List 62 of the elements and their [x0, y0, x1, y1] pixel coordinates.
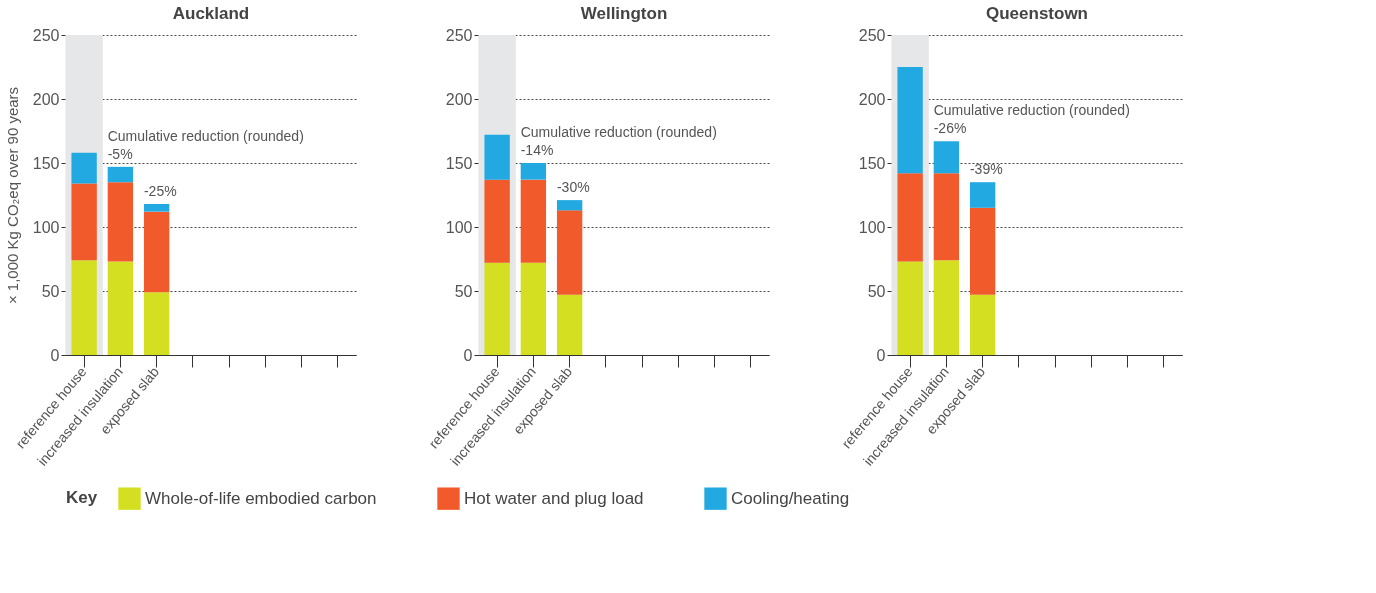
y-tick-label: 200: [858, 90, 886, 108]
annotation: Cumulative reduction (rounded): [107, 127, 304, 144]
y-tick-label: 50: [41, 282, 60, 300]
bar: [143, 292, 170, 355]
y-tick-label: 250: [32, 26, 60, 44]
y-tick-label: 250: [858, 26, 886, 44]
legend-label: Cooling/heating: [731, 488, 850, 508]
y-tick-label: 0: [50, 346, 60, 364]
chart-title: Wellington: [580, 4, 668, 23]
bar: [107, 182, 134, 262]
chart-title: Queenstown: [985, 4, 1089, 23]
bar: [484, 179, 510, 263]
y-tick-label: 250: [445, 26, 473, 44]
y-tick-label: 100: [445, 218, 473, 236]
y-tick-label: 50: [867, 282, 886, 300]
bar: [520, 179, 547, 263]
bar: [71, 183, 97, 261]
annotation: -26%: [933, 120, 967, 137]
bar: [969, 182, 996, 208]
annotation: -5%: [107, 145, 133, 162]
y-axis-title: × 1,000 Kg CO₂eq over 90 years: [3, 86, 21, 305]
legend-title: Key: [66, 488, 98, 507]
bar: [969, 294, 996, 355]
bar: [897, 67, 923, 174]
y-tick-label: 200: [445, 90, 473, 108]
bar: [556, 210, 583, 295]
bar: [107, 261, 134, 355]
bar: [143, 203, 170, 212]
bar: [556, 200, 583, 211]
chart-title: Auckland: [172, 4, 250, 23]
bar: [71, 152, 97, 184]
bar: [933, 173, 960, 261]
y-tick-label: 0: [876, 346, 886, 364]
bar: [897, 261, 923, 355]
y-tick-label: 150: [32, 154, 60, 172]
annotation: Cumulative reduction (rounded): [520, 124, 717, 140]
y-tick-label: 0: [463, 346, 473, 364]
legend-label: Whole-of-life embodied carbon: [145, 488, 377, 508]
annotation: -30%: [556, 179, 590, 196]
y-tick-label: 100: [858, 218, 886, 236]
bar: [107, 166, 134, 183]
bar: [71, 260, 97, 355]
annotation: -39%: [969, 161, 1003, 178]
bar: [143, 211, 170, 293]
bar: [933, 141, 960, 174]
bar: [969, 207, 996, 295]
bar: [897, 173, 923, 262]
bar: [484, 262, 510, 355]
y-tick-label: 150: [445, 154, 473, 172]
annotation: -14%: [520, 142, 554, 158]
bar: [520, 262, 547, 355]
bar: [484, 134, 510, 180]
y-tick-label: 50: [454, 282, 473, 300]
bar: [933, 260, 960, 355]
y-tick-label: 100: [32, 218, 60, 236]
y-tick-label: 150: [858, 154, 886, 172]
bar: [556, 294, 583, 355]
y-tick-label: 200: [32, 90, 60, 108]
bar: [520, 163, 547, 180]
annotation: -25%: [143, 182, 177, 199]
legend-label: Hot water and plug load: [464, 488, 644, 508]
annotation: Cumulative reduction (rounded): [933, 102, 1130, 119]
